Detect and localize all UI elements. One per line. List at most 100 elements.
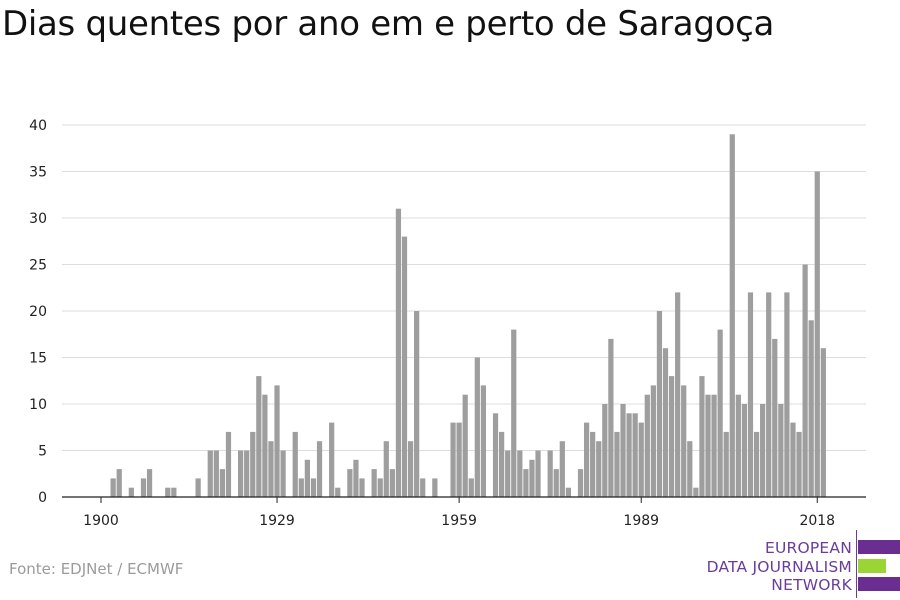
bar-1948	[389, 469, 395, 497]
bar-1993	[662, 348, 669, 497]
logo-purple-bar-top	[858, 540, 900, 554]
bar-1996	[681, 385, 687, 497]
bar-1981	[590, 431, 596, 497]
bar-1918	[207, 450, 213, 497]
bar-1967	[505, 450, 511, 497]
bar-1925	[250, 431, 256, 497]
y-tick-label-15: 15	[29, 351, 47, 367]
y-tick-label-10: 10	[29, 397, 47, 413]
bar-1949	[395, 208, 402, 497]
chart-title: Dias quentes por ano em e perto de Sarag…	[2, 4, 775, 44]
y-tick-label-40: 40	[29, 118, 47, 134]
bar-1930	[280, 450, 286, 497]
bar-1950	[401, 236, 408, 497]
bar-1929	[274, 385, 280, 497]
bar-2008	[753, 431, 760, 497]
bar-2001	[711, 394, 717, 497]
bars	[110, 134, 826, 498]
bar-1959	[456, 422, 462, 497]
bar-1943	[359, 478, 365, 497]
bar-1934	[304, 459, 310, 497]
bar-1961	[468, 478, 474, 497]
x-tick-label-1959: 1959	[441, 513, 477, 529]
bar-1911	[165, 487, 171, 497]
bar-1994	[668, 376, 675, 497]
bar-1932	[292, 431, 298, 497]
bar-1974	[547, 450, 553, 497]
bar-1938	[329, 422, 335, 497]
bar-1942	[353, 459, 359, 497]
bar-1936	[316, 441, 323, 497]
bar-1970	[523, 469, 529, 497]
y-tick-label-20: 20	[29, 304, 47, 320]
y-tick-label-35: 35	[29, 165, 47, 181]
bar-1991	[650, 385, 656, 497]
bar-1927	[262, 394, 268, 497]
x-tick-label-1989: 1989	[623, 513, 659, 529]
bar-1947	[383, 441, 389, 497]
bar-2015	[796, 431, 802, 497]
logo-line-1: EUROPEAN	[764, 539, 852, 557]
bar-1968	[511, 329, 517, 497]
bar-1992	[656, 311, 663, 497]
bar-1903	[116, 469, 122, 497]
bar-1988	[632, 413, 638, 497]
bar-1990	[644, 394, 650, 497]
bar-2002	[717, 329, 723, 497]
bar-1979	[577, 469, 584, 497]
bar-1999	[699, 376, 705, 497]
bar-1951	[407, 441, 414, 497]
bar-1916	[195, 478, 201, 497]
bar-2007	[747, 292, 754, 497]
bar-2012	[778, 404, 784, 497]
bar-1995	[675, 292, 681, 497]
bar-1998	[693, 487, 699, 497]
x-tick-label-1900: 1900	[83, 513, 119, 529]
bar-1982	[596, 441, 602, 497]
bar-1935	[310, 478, 317, 497]
bar-1923	[238, 450, 244, 497]
bar-1980	[583, 422, 590, 497]
bar-1941	[347, 469, 353, 497]
logo-divider	[856, 530, 857, 598]
bar-1958	[450, 422, 456, 497]
bar-1962	[474, 357, 480, 497]
bar-2009	[760, 404, 766, 497]
bar-1921	[225, 431, 232, 497]
logo-purple-bar-bottom	[858, 577, 900, 591]
bar-1984	[608, 338, 614, 497]
bar-1926	[256, 376, 262, 497]
bar-2016	[802, 264, 808, 497]
bar-1972	[535, 450, 541, 497]
x-tick-label-2018: 2018	[799, 513, 835, 529]
bar-2000	[705, 394, 711, 497]
bar-2017	[808, 320, 814, 497]
bar-1975	[553, 469, 559, 497]
bar-1989	[638, 422, 644, 497]
bar-1924	[244, 450, 250, 497]
logo-line-3: NETWORK	[771, 576, 852, 594]
bar-1907	[140, 478, 147, 497]
bar-2006	[741, 404, 748, 497]
bar-2005	[735, 394, 741, 497]
bar-1960	[462, 394, 468, 497]
bar-1905	[128, 487, 134, 497]
bar-1955	[432, 478, 438, 497]
bar-2003	[723, 431, 729, 497]
bar-1908	[146, 469, 153, 497]
bar-1971	[529, 459, 535, 497]
bar-1945	[371, 469, 377, 497]
bar-1912	[171, 487, 177, 497]
bar-1985	[614, 431, 620, 497]
bar-1946	[377, 478, 383, 497]
bar-1977	[565, 487, 571, 497]
x-axis-ticks: 1900 1929 1959 1989 2018	[83, 497, 835, 529]
edjnet-logo[interactable]: EUROPEAN DATA JOURNALISM NETWORK	[700, 530, 900, 600]
y-tick-label-0: 0	[38, 490, 47, 506]
bar-1963	[480, 385, 487, 497]
x-tick-label-1929: 1929	[259, 513, 295, 529]
bar-2004	[729, 134, 735, 498]
bar-1983	[602, 404, 608, 497]
bar-1902	[110, 478, 116, 497]
bar-1919	[213, 450, 219, 497]
